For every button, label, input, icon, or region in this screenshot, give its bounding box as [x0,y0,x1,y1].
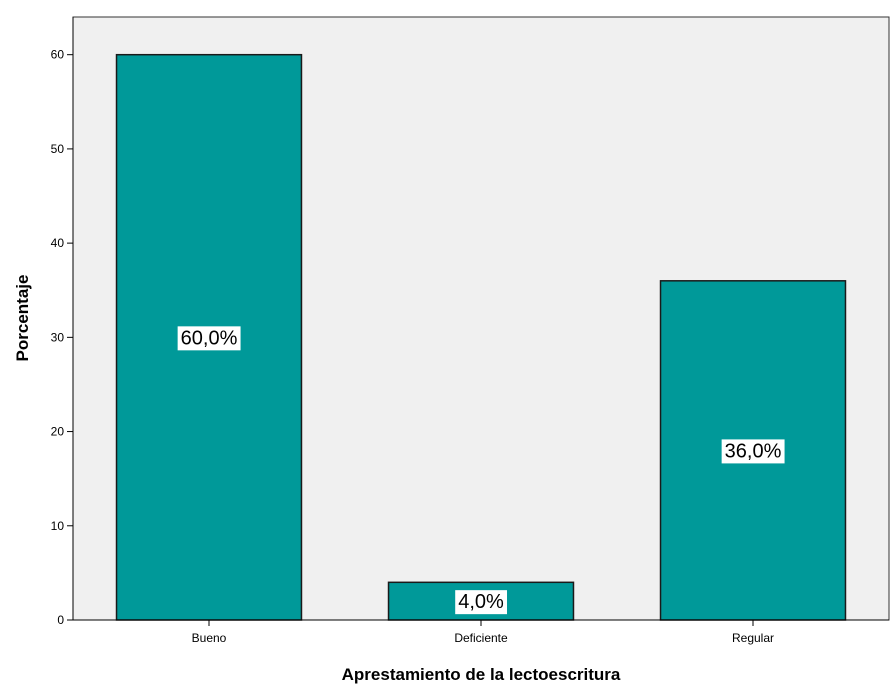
y-tick-label: 30 [51,330,65,344]
data-label-box [721,439,785,464]
y-tick-label: 20 [51,425,65,439]
x-axis: Bueno Deficiente Regular [73,619,889,645]
data-label-text: 36,0% [725,440,782,462]
y-tick-label: 50 [51,142,65,156]
y-axis: 0 10 20 30 40 50 60 [51,17,74,627]
x-tick-label: Deficiente [454,631,508,645]
x-tick-label: Regular [732,631,774,645]
y-axis-title: Porcentaje [13,275,32,362]
bars: 60,0% 4,0% 36,0% [115,53,847,621]
y-tick-label: 60 [51,48,65,62]
y-tick-label: 10 [51,519,65,533]
y-tick-label: 0 [57,613,64,627]
data-label: 60,0% [177,326,241,351]
x-axis-title: Aprestamiento de la lectoescritura [342,665,621,684]
x-tick-label: Bueno [192,631,227,645]
data-label-box [455,590,508,615]
data-label-box [177,326,241,351]
y-tick-label: 40 [51,236,65,250]
data-label: 36,0% [721,439,785,464]
data-label-text: 4,0% [458,591,504,613]
data-label: 4,0% [455,590,508,615]
data-label-text: 60,0% [181,327,238,349]
